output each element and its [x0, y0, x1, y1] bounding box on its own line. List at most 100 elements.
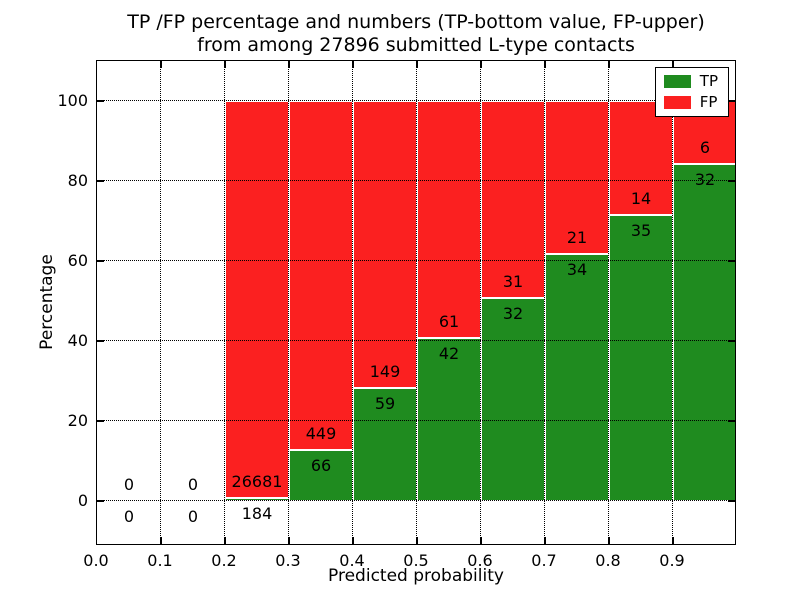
- x-gridline: [608, 61, 609, 544]
- x-tick-label: 0.1: [147, 551, 173, 570]
- tp-count-label: 32: [694, 170, 716, 190]
- x-tick: [352, 61, 354, 68]
- x-tick-label: 0.3: [275, 551, 301, 570]
- y-gridline: [97, 260, 735, 261]
- fp-bar-segment: [481, 101, 545, 298]
- x-tick: [352, 537, 354, 544]
- x-tick-label: 0.8: [595, 551, 621, 570]
- fp-count-label: 21: [566, 227, 588, 247]
- tp-bar-segment: [353, 387, 417, 501]
- x-gridline: [352, 61, 353, 544]
- x-tick-label: 0.7: [531, 551, 557, 570]
- x-gridline: [416, 61, 417, 544]
- y-tick: [728, 420, 735, 422]
- x-tick: [544, 61, 546, 68]
- x-tick: [480, 61, 482, 68]
- fp-count-label: 0: [123, 475, 135, 494]
- x-gridline: [544, 61, 545, 544]
- x-tick: [288, 61, 290, 68]
- fp-count-label: 0: [187, 475, 199, 494]
- tp-bar-segment: [609, 215, 673, 501]
- x-tick: [672, 537, 674, 544]
- y-axis-label: Percentage: [37, 254, 57, 350]
- y-gridline: [97, 500, 735, 501]
- x-tick: [416, 61, 418, 68]
- chart-title-line2: from among 27896 submitted L-type contac…: [197, 34, 635, 56]
- y-tick: [97, 500, 104, 502]
- tp-count-label: 184: [241, 504, 273, 524]
- y-tick-label: 100: [57, 91, 88, 110]
- fp-count-label: 61: [438, 311, 460, 331]
- x-tick: [160, 537, 162, 544]
- x-tick: [160, 61, 162, 68]
- x-tick: [608, 61, 610, 68]
- tp-count-label: 59: [374, 393, 396, 413]
- y-tick: [97, 340, 104, 342]
- chart-title: TP /FP percentage and numbers (TP-bottom…: [96, 11, 736, 57]
- fp-bar-segment: [225, 101, 289, 499]
- fp-count-label: 26681: [231, 472, 283, 492]
- fp-count-label: 14: [630, 189, 652, 209]
- y-tick: [97, 260, 104, 262]
- x-gridline: [672, 61, 673, 544]
- tp-bar-segment: [481, 297, 545, 501]
- x-axis-label: Predicted probability: [328, 566, 504, 586]
- x-gridline: [288, 61, 289, 544]
- fp-count-label: 31: [502, 271, 524, 291]
- y-tick: [728, 260, 735, 262]
- x-tick-label: 0.5: [403, 551, 429, 570]
- fp-bar-segment: [417, 101, 481, 338]
- y-gridline: [97, 420, 735, 421]
- y-gridline: [97, 180, 735, 181]
- tp-legend-label: TP: [699, 72, 718, 90]
- tp-count-label: 42: [438, 343, 460, 363]
- y-tick: [728, 100, 735, 102]
- fp-count-label: 6: [699, 138, 711, 158]
- y-tick-label: 0: [77, 491, 88, 510]
- y-tick: [728, 340, 735, 342]
- fp-count-label: 149: [369, 361, 401, 381]
- x-tick-label: 0.0: [83, 551, 109, 570]
- chart-title-line1: TP /FP percentage and numbers (TP-bottom…: [127, 11, 705, 33]
- x-tick-label: 0.4: [339, 551, 365, 570]
- x-gridline: [224, 61, 225, 544]
- fp-legend-label: FP: [699, 93, 718, 111]
- fp-count-label: 449: [305, 423, 337, 443]
- fp-bar-segment: [609, 101, 673, 216]
- fp-legend-swatch: [663, 96, 691, 109]
- tp-bar-segment: [673, 164, 735, 501]
- x-tick: [416, 537, 418, 544]
- y-tick-label: 60: [67, 251, 88, 270]
- tp-bar-segment: [545, 253, 609, 501]
- tp-count-label: 32: [502, 303, 524, 323]
- legend-entry-fp: FP: [663, 93, 718, 111]
- y-gridline: [97, 100, 735, 101]
- y-tick-label: 20: [67, 411, 88, 430]
- y-tick: [97, 180, 104, 182]
- legend-entry-tp: TP: [663, 72, 718, 90]
- x-tick: [288, 537, 290, 544]
- y-tick: [728, 180, 735, 182]
- y-tick: [97, 420, 104, 422]
- x-tick: [224, 537, 226, 544]
- tp-count-label: 35: [630, 221, 652, 241]
- y-gridline: [97, 340, 735, 341]
- x-tick-label: 0.6: [467, 551, 493, 570]
- x-tick: [480, 537, 482, 544]
- tp-legend-swatch: [663, 75, 691, 88]
- x-tick: [224, 61, 226, 68]
- y-tick-label: 40: [67, 331, 88, 350]
- x-tick: [608, 537, 610, 544]
- x-tick: [544, 537, 546, 544]
- tp-count-label: 34: [566, 259, 588, 279]
- legend: TP FP: [654, 67, 729, 117]
- fp-bar-segment: [353, 101, 417, 388]
- y-tick-label: 80: [67, 171, 88, 190]
- y-tick: [97, 100, 104, 102]
- x-gridline: [160, 61, 161, 544]
- x-tick-label: 0.2: [211, 551, 237, 570]
- y-tick: [728, 500, 735, 502]
- x-tick-label: 0.9: [659, 551, 685, 570]
- tp-count-label: 0: [187, 507, 199, 526]
- x-tick: [672, 61, 674, 68]
